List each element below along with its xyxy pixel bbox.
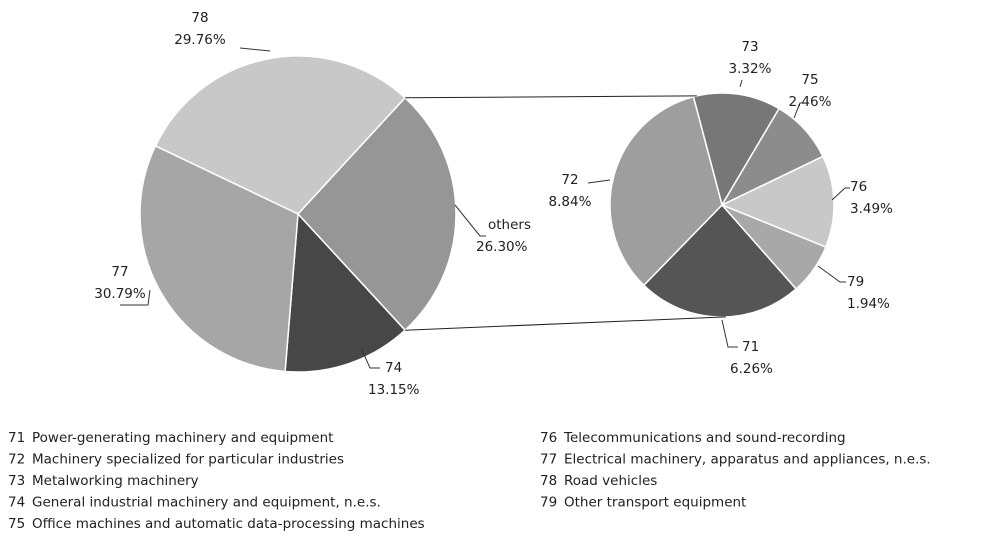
slice-category-label: others xyxy=(488,217,531,233)
legend-code: 77 xyxy=(540,452,557,468)
slice-value-label: 13.15% xyxy=(368,382,420,398)
slice-value-label: 29.76% xyxy=(174,32,226,48)
legend-text: Other transport equipment xyxy=(564,495,746,511)
legend-text: Power-generating machinery and equipment xyxy=(32,430,333,446)
legend-code: 74 xyxy=(8,495,25,511)
slice-category-label: 79 xyxy=(847,274,864,290)
leader-line xyxy=(739,79,743,88)
slice-category-label: 76 xyxy=(850,179,867,195)
slice-value-label: 3.49% xyxy=(850,201,893,217)
leader-line xyxy=(721,319,738,348)
slice-category-label: 78 xyxy=(191,10,208,26)
leader-line xyxy=(120,289,151,306)
slice-category-label: 74 xyxy=(385,360,402,376)
legend-text: General industrial machinery and equipme… xyxy=(32,495,381,511)
pie-slice xyxy=(609,95,723,287)
slice-value-label: 30.79% xyxy=(94,286,146,302)
leader-line xyxy=(831,187,850,201)
legend-code: 79 xyxy=(540,495,557,511)
legend-code: 73 xyxy=(8,473,25,489)
connector-line xyxy=(405,95,697,99)
legend-text: Road vehicles xyxy=(564,473,657,489)
legend-code: 78 xyxy=(540,473,557,489)
slice-category-label: 73 xyxy=(741,39,758,55)
leader-line xyxy=(239,47,271,52)
legend-text: Machinery specialized for particular ind… xyxy=(32,452,344,468)
pie-slice xyxy=(720,155,835,249)
legend-code: 76 xyxy=(540,430,557,446)
slice-value-label: 26.30% xyxy=(476,239,528,255)
slice-value-label: 2.46% xyxy=(789,94,832,110)
slice-value-label: 1.94% xyxy=(847,296,890,312)
slice-value-label: 8.84% xyxy=(549,194,592,210)
slice-category-label: 77 xyxy=(111,264,128,280)
leader-line xyxy=(361,349,380,369)
legend-code: 72 xyxy=(8,452,25,468)
legend-code: 71 xyxy=(8,430,25,446)
connector-line xyxy=(405,316,726,331)
legend-code: 75 xyxy=(8,516,25,532)
pie-slice xyxy=(139,144,299,373)
pie-slice xyxy=(154,55,407,215)
legend-text: Electrical machinery, apparatus and appl… xyxy=(564,452,931,468)
leader-line xyxy=(587,179,611,184)
leader-line xyxy=(817,265,846,283)
pie-slice xyxy=(284,212,407,373)
slice-category-label: 71 xyxy=(742,339,759,355)
slice-category-label: 72 xyxy=(561,172,578,188)
slice-value-label: 3.32% xyxy=(729,61,772,77)
leader-line xyxy=(793,102,808,119)
legend-text: Telecommunications and sound-recording xyxy=(563,430,846,446)
leader-line xyxy=(454,204,486,237)
pie-slice xyxy=(296,96,457,332)
slice-value-label: 6.26% xyxy=(730,361,773,377)
slice-category-label: 75 xyxy=(801,72,818,88)
legend-text: Metalworking machinery xyxy=(32,473,199,489)
legend-text: Office machines and automatic data-proce… xyxy=(32,516,425,532)
